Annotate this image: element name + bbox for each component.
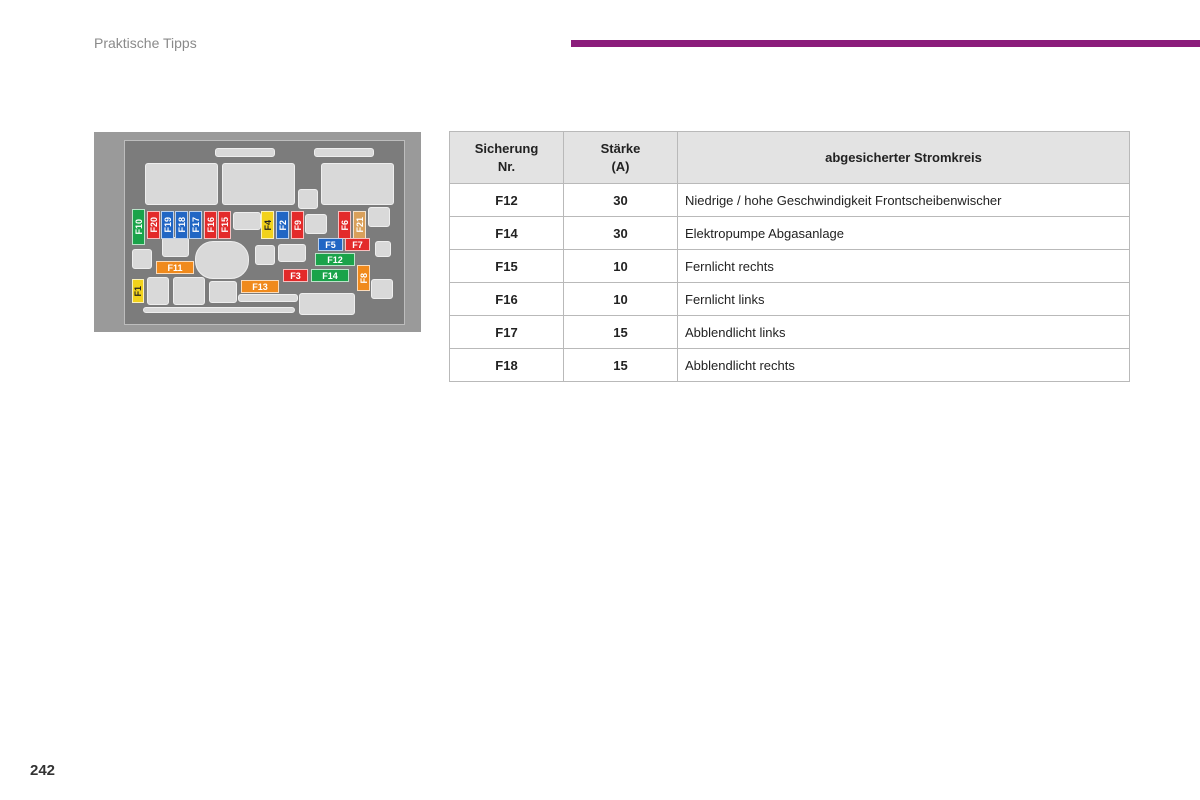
fuse-f2: F2 [276,211,289,239]
fuse-f9: F9 [291,211,304,239]
fuse-f10: F10 [132,209,145,245]
fuse-f11: F11 [156,261,194,274]
relay-block [162,237,189,257]
relay-block [238,294,298,302]
relay-block [321,163,394,205]
fuse-label: F14 [322,270,338,281]
fuse-label: F1 [133,285,143,297]
relay-block [209,281,237,303]
fuse-label: F13 [252,281,268,292]
table-header-row: Sicherung Nr. Stärke (A) abgesicherter Str… [449,131,1130,184]
fuse-f17: F17 [189,211,202,239]
relay-block [145,163,218,205]
fuse-number-cell: F15 [449,249,564,283]
header-accent-bar [571,40,1200,47]
fuse-label: F11 [167,262,183,273]
fuse-f12: F12 [315,253,355,266]
fuse-label: F16 [205,217,216,233]
header-rating: Stärke (A) [563,131,678,184]
fuse-f14: F14 [311,269,349,282]
header-circuit: abgesicherter Stromkreis [677,131,1130,184]
rating-cell: 30 [563,183,678,217]
rating-cell: 15 [563,315,678,349]
relay-block [195,241,249,279]
fuse-label: F5 [325,239,336,250]
fuse-number-cell: F14 [449,216,564,250]
fuse-f7: F7 [345,238,370,251]
socket-block [314,148,374,157]
relay-block [368,207,390,227]
fuse-label: F7 [352,239,363,250]
rating-cell: 10 [563,282,678,316]
relay-block [278,244,306,262]
relay-block [143,307,295,313]
relay-block [305,214,327,234]
circuit-cell: Niedrige / hohe Geschwindigkeit Frontsch… [677,183,1130,217]
relay-block [132,249,152,269]
fuse-label: F21 [354,217,365,233]
fuse-label: F20 [148,217,159,233]
fuse-f20: F20 [147,211,160,239]
fuse-label: F10 [133,219,144,235]
fuse-label: F9 [292,219,303,231]
relay-block [298,189,318,209]
fuse-f18: F18 [175,211,188,239]
table-row: F18 15 Abblendlicht rechts [449,348,1130,382]
fuse-label: F18 [176,217,187,233]
rating-cell: 15 [563,348,678,382]
relay-block [371,279,393,299]
fuse-f5: F5 [318,238,343,251]
fuse-f16: F16 [204,211,217,239]
circuit-cell: Abblendlicht rechts [677,348,1130,382]
fuse-f3: F3 [283,269,308,282]
table-row: F12 30 Niedrige / hohe Geschwindigkeit Fro… [449,183,1130,217]
fuse-f1: F1 [132,279,144,303]
fuse-box-diagram: F10 F20 F19 F18 F17 F16 F15 F4 F2 F9 F6 … [94,132,421,332]
circuit-cell: Abblendlicht links [677,315,1130,349]
fuse-label: F19 [162,217,173,233]
fuse-number-cell: F17 [449,315,564,349]
rating-cell: 30 [563,216,678,250]
fuse-label: F12 [327,254,343,265]
fuse-f15: F15 [218,211,231,239]
circuit-cell: Elektropumpe Abgasanlage [677,216,1130,250]
relay-block [375,241,391,257]
fuse-number-cell: F12 [449,183,564,217]
table-row: F16 10 Fernlicht links [449,282,1130,316]
fuse-table: Sicherung Nr. Stärke (A) abgesicherter Str… [449,131,1130,382]
relay-block [147,277,169,305]
fuse-number-cell: F18 [449,348,564,382]
relay-block [222,163,295,205]
fuse-label: F4 [262,219,273,231]
fuse-label: F6 [339,219,350,231]
rating-cell: 10 [563,249,678,283]
fuse-f8: F8 [357,265,370,291]
fuse-f19: F19 [161,211,174,239]
relay-block [173,277,205,305]
fuse-f6: F6 [338,211,351,239]
header-fuse-number: Sicherung Nr. [449,131,564,184]
fuse-box-panel: F10 F20 F19 F18 F17 F16 F15 F4 F2 F9 F6 … [124,140,405,325]
relay-block [299,293,355,315]
fuse-label: F15 [219,217,230,233]
table-row: F15 10 Fernlicht rechts [449,249,1130,283]
fuse-f21: F21 [353,211,366,239]
fuse-label: F17 [190,217,201,233]
fuse-label: F2 [277,219,288,231]
table-row: F14 30 Elektropumpe Abgasanlage [449,216,1130,250]
circuit-cell: Fernlicht links [677,282,1130,316]
relay-block [233,212,261,230]
fuse-f13: F13 [241,280,279,293]
table-row: F17 15 Abblendlicht links [449,315,1130,349]
fuse-label: F8 [358,272,369,284]
page-number: 242 [30,762,56,779]
fuse-f4: F4 [261,211,274,239]
fuse-number-cell: F16 [449,282,564,316]
section-title: Praktische Tipps [94,35,197,51]
relay-block [255,245,275,265]
socket-block [215,148,275,157]
fuse-label: F3 [290,270,301,281]
circuit-cell: Fernlicht rechts [677,249,1130,283]
